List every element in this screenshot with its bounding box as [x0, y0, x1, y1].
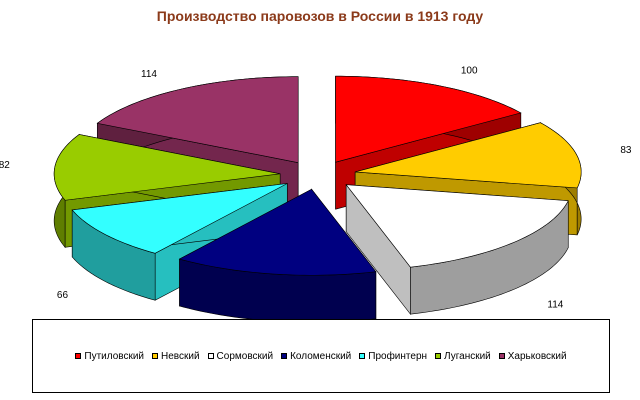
- legend-swatch-4: [359, 353, 366, 359]
- data-label-6: 114: [141, 69, 157, 80]
- legend-item-4: Профинтерн: [359, 351, 427, 362]
- legend-swatch-0: [75, 353, 82, 359]
- legend-label-0: Путиловский: [84, 350, 145, 362]
- legend-item-5: Луганский: [435, 351, 491, 362]
- pie-chart: 10083114956682114: [0, 65, 632, 320]
- legend-label-3: Коломенский: [290, 350, 352, 362]
- legend-label-1: Невский: [161, 350, 200, 362]
- data-label-4: 66: [57, 290, 69, 301]
- legend: Путиловский Невский Сормовский Коломенский П…: [32, 319, 610, 393]
- data-label-2: 114: [547, 300, 563, 311]
- legend-item-2: Сормовский: [207, 350, 274, 362]
- pie-slice-3: [178, 188, 377, 320]
- data-label-0: 100: [461, 65, 478, 76]
- legend-swatch-1: [152, 353, 159, 359]
- data-label-5: 82: [0, 160, 10, 171]
- legend-swatch-5: [435, 353, 442, 359]
- data-label-1: 83: [620, 145, 632, 156]
- legend-label-2: Сормовский: [216, 350, 274, 362]
- legend-label-5: Луганский: [444, 350, 491, 362]
- chart-title: Производство паровозов в России в 1913 г…: [156, 8, 484, 24]
- legend-swatch-3: [281, 353, 288, 359]
- legend-item-1: Невский: [152, 351, 200, 362]
- legend-swatch-2: [207, 353, 214, 359]
- legend-label-4: Профинтерн: [368, 350, 428, 362]
- legend-item-0: Путиловский: [75, 351, 144, 362]
- legend-item-3: Коломенский: [281, 351, 351, 362]
- pie-slice-1: [354, 122, 582, 236]
- legend-label-6: Харьковский: [507, 350, 567, 362]
- pie-slice-2: [345, 183, 569, 316]
- legend-item-6: Харьковский: [498, 350, 567, 362]
- legend-swatch-6: [498, 353, 505, 359]
